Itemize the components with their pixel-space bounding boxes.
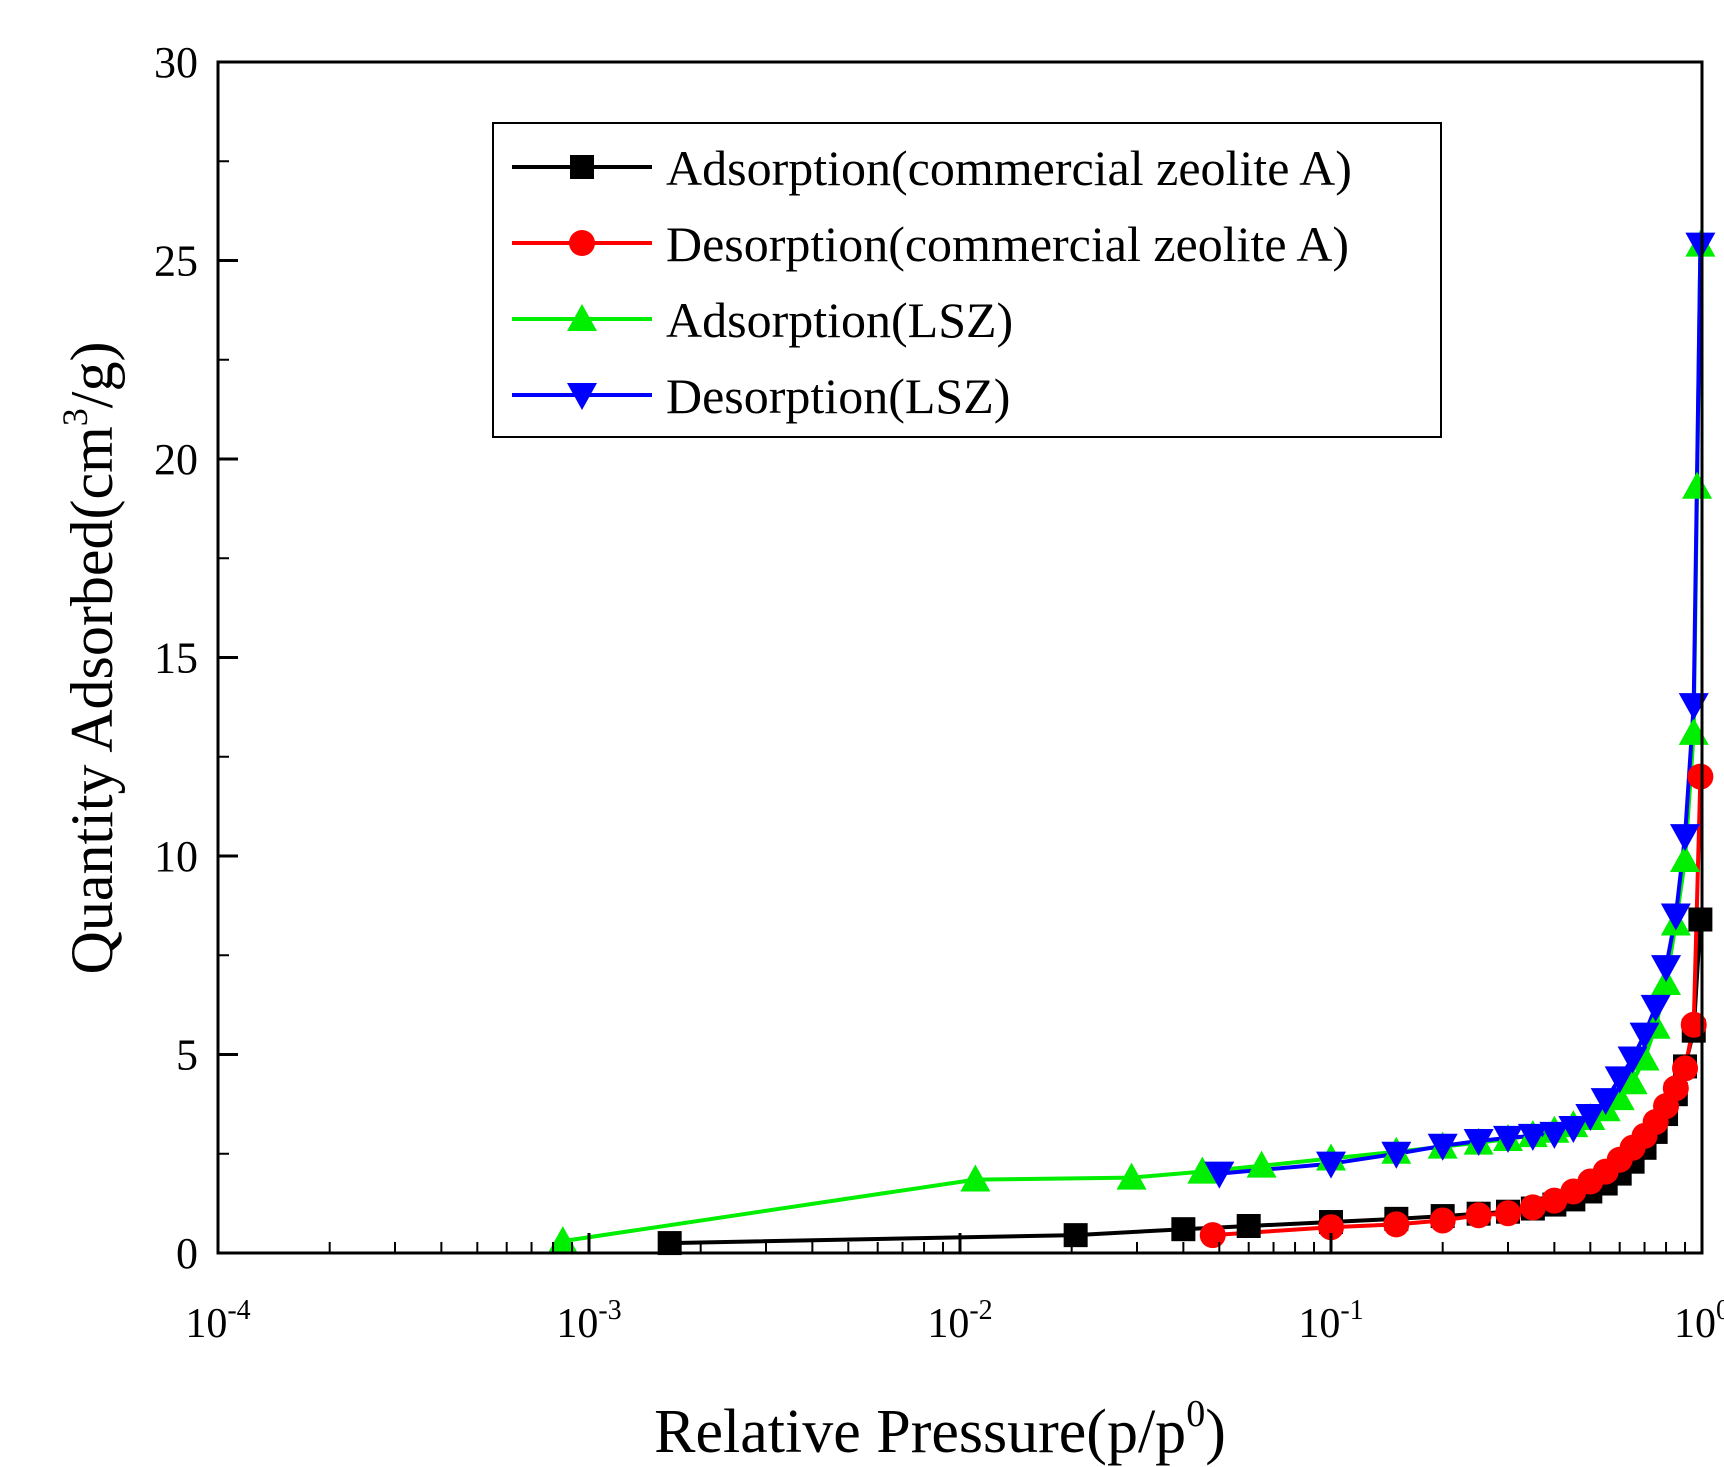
x-axis-title-main: Relative Pressure(p/p <box>654 1398 1186 1466</box>
data-point <box>1672 1055 1699 1082</box>
y-axis-title: Quantity Adsorbed(cm3/g) <box>55 342 125 975</box>
y-tick-label: 10 <box>154 832 198 881</box>
data-point <box>1539 1121 1570 1149</box>
legend-item: Adsorption(LSZ) <box>512 292 1013 348</box>
data-point <box>1063 1223 1088 1248</box>
x-tick-label: 10-3 <box>556 1295 621 1347</box>
legend-item: Desorption(LSZ) <box>512 368 1010 424</box>
x-tick-exponent: -2 <box>969 1295 992 1326</box>
legend-item: Adsorption(commercial zeolite A) <box>512 140 1352 196</box>
y-axis-title-end: /g) <box>59 342 125 409</box>
x-tick-base: 10 <box>1298 1301 1340 1347</box>
data-point <box>1187 1156 1218 1184</box>
data-point <box>1617 1046 1648 1074</box>
data-point <box>1236 1214 1261 1239</box>
data-point <box>1670 824 1701 852</box>
data-point <box>1381 1141 1412 1169</box>
data-point <box>1670 844 1701 872</box>
legend-marker <box>569 230 595 256</box>
data-point <box>1116 1162 1147 1190</box>
data-point <box>1517 1123 1548 1151</box>
series-markers <box>547 229 1716 1256</box>
legend-marker <box>567 304 597 331</box>
legend: Adsorption(commercial zeolite A) Desorpti… <box>492 122 1442 438</box>
data-point <box>1651 955 1682 983</box>
data-point <box>1604 1083 1635 1111</box>
legend-items: Adsorption(commercial zeolite A) Desorpti… <box>512 140 1352 424</box>
data-point <box>1541 1187 1568 1214</box>
data-point <box>1316 1151 1346 1179</box>
data-point <box>1688 907 1713 932</box>
legend-label: Desorption(commercial zeolite A) <box>666 216 1349 272</box>
x-tick-base: 10 <box>927 1301 969 1347</box>
x-tick-exponent: -3 <box>598 1295 621 1326</box>
data-point <box>1171 1217 1196 1242</box>
x-tick-exponent: -4 <box>227 1295 250 1326</box>
data-point <box>1660 903 1691 931</box>
y-tick-label: 15 <box>154 634 198 683</box>
x-tick-label: 10-4 <box>185 1295 250 1347</box>
y-tick-label: 0 <box>176 1229 198 1278</box>
data-point <box>1463 1129 1494 1157</box>
legend-label: Adsorption(commercial zeolite A) <box>666 140 1352 196</box>
data-point <box>1427 1133 1458 1161</box>
data-point <box>547 1226 578 1254</box>
data-point <box>1318 1214 1344 1241</box>
legend-label: Desorption(LSZ) <box>666 368 1010 424</box>
data-point <box>1493 1125 1524 1153</box>
data-point <box>1575 1104 1606 1132</box>
data-point <box>1465 1202 1492 1229</box>
data-point <box>1519 1194 1546 1221</box>
data-point <box>1640 994 1671 1022</box>
x-tick-base: 10 <box>1674 1301 1716 1347</box>
data-point <box>1204 1161 1235 1189</box>
x-tick-label: 100 <box>1674 1295 1724 1347</box>
data-point <box>1687 763 1714 790</box>
data-point <box>1617 1067 1648 1095</box>
data-point <box>657 1231 682 1256</box>
data-point <box>1495 1200 1522 1227</box>
data-point <box>1629 1022 1660 1050</box>
legend-box <box>492 122 1442 438</box>
data-point <box>1199 1222 1226 1249</box>
legend-label: Adsorption(LSZ) <box>666 292 1013 348</box>
y-axis-title-sup: 3 <box>55 408 95 426</box>
x-axis-title-end: ) <box>1205 1398 1226 1466</box>
x-axis-title: Relative Pressure(p/p0) <box>654 1393 1226 1466</box>
data-point <box>1383 1211 1410 1238</box>
y-tick-label: 30 <box>154 38 198 87</box>
y-axis: 0 5 10 15 20 25 30 <box>154 38 238 1278</box>
legend-marker <box>567 383 597 410</box>
x-tick-base: 10 <box>556 1301 598 1347</box>
x-axis-title-sup: 0 <box>1186 1393 1205 1435</box>
data-point <box>1590 1088 1621 1116</box>
x-tick-exponent: 0 <box>1716 1295 1724 1326</box>
x-tick-base: 10 <box>185 1301 227 1347</box>
x-tick-exponent: -1 <box>1340 1295 1363 1326</box>
data-point <box>960 1164 991 1192</box>
data-point <box>1682 471 1713 499</box>
data-point <box>1429 1207 1456 1234</box>
legend-marker <box>570 155 594 179</box>
data-point <box>1246 1150 1277 1178</box>
data-point <box>1680 1011 1707 1038</box>
y-tick-label: 20 <box>154 435 198 484</box>
data-point <box>1604 1066 1635 1094</box>
legend-item: Desorption(commercial zeolite A) <box>512 216 1349 272</box>
data-point <box>1685 232 1716 260</box>
x-axis: 10-4 10-3 10-2 10-1 100 <box>185 1233 1724 1347</box>
x-tick-label: 10-1 <box>1298 1295 1363 1347</box>
y-tick-label: 25 <box>154 237 198 286</box>
y-tick-label: 5 <box>176 1031 198 1080</box>
x-tick-label: 10-2 <box>927 1295 992 1347</box>
y-axis-title-main: Quantity Adsorbed(cm <box>59 426 125 974</box>
